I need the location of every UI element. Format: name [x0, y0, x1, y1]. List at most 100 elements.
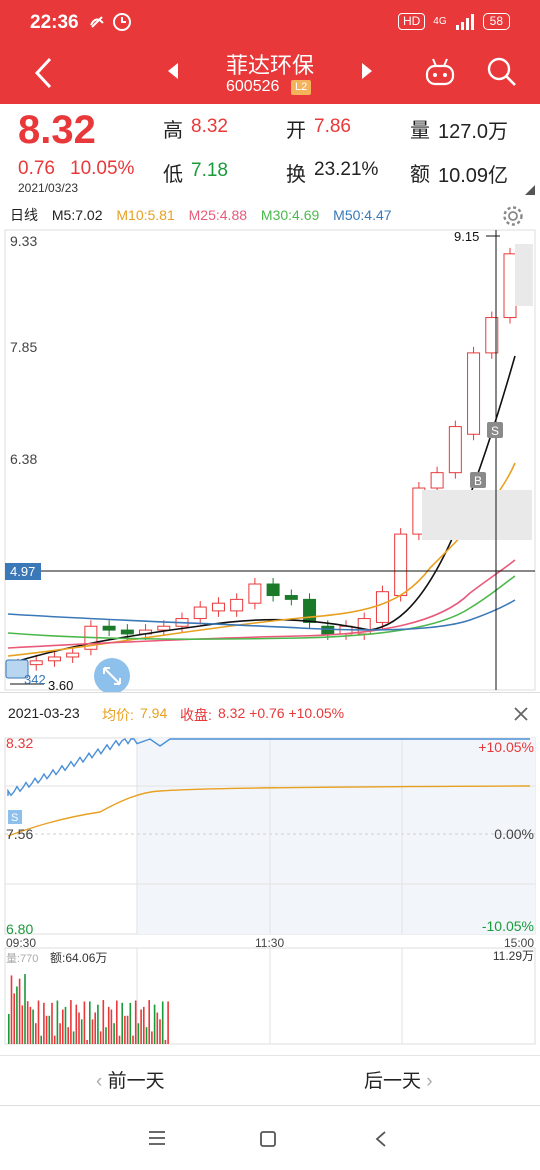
y-mid: 7.56 [6, 826, 33, 842]
volume-bar [26, 1001, 29, 1044]
mute-alarm-icon [90, 13, 131, 31]
ma30-line [7, 575, 516, 640]
buy-marker-text: B [474, 474, 482, 488]
volume-bar [43, 1002, 45, 1044]
volume-bar [161, 1001, 164, 1044]
status-time: 22:36 [30, 12, 79, 33]
change-value: 0.76 [18, 158, 55, 179]
back-nav-icon[interactable] [374, 1130, 388, 1148]
menu-icon[interactable] [148, 1130, 166, 1146]
expand-corner-icon[interactable] [524, 184, 536, 196]
next-stock-icon[interactable] [360, 62, 374, 80]
back-icon[interactable] [32, 56, 54, 90]
volume-bar [102, 1000, 105, 1044]
vol-label: 量 [410, 120, 430, 142]
candle [157, 625, 171, 631]
sell-marker-text: S [491, 424, 499, 438]
volume-bar [8, 1014, 10, 1044]
day-nav: ‹ 前一天 后一天 › [0, 1055, 540, 1103]
volume-bar [121, 1002, 123, 1044]
volume-bar [37, 1000, 40, 1044]
signal-label: 4G [433, 16, 447, 27]
vol-amt: 额:64.06万 [50, 951, 107, 965]
intraday-header: 2021-03-23 均价: 7.94 收盘: 8.32 +0.76 +10.0… [0, 692, 540, 736]
vol-max: 11.29万 [493, 949, 534, 963]
period-label[interactable]: 日线 [10, 207, 38, 223]
intraday-chart[interactable]: 8.32 7.56 6.80 +10.05% 0.00% -10.05% S 0… [0, 736, 540, 1056]
candle [47, 656, 61, 662]
prev-day-button[interactable]: ‹ 前一天 [96, 1066, 165, 1093]
volume-bar [64, 1006, 67, 1044]
robot-icon[interactable] [424, 56, 456, 88]
vol-left: 量:770 [6, 952, 38, 965]
turn-label: 换 [286, 164, 306, 186]
settings-icon[interactable] [502, 205, 524, 227]
intraday-date: 2021-03-23 [8, 705, 80, 721]
kline-chart[interactable]: 4.97 9.33 7.85 6.38 9.15 3.60 S B 342 [0, 228, 540, 692]
close-icon[interactable] [512, 705, 530, 723]
volume-bar [118, 1035, 121, 1044]
candle [29, 660, 43, 666]
next-day-button[interactable]: 后一天 › [364, 1066, 433, 1093]
volume-bar [48, 1015, 51, 1044]
candle [503, 253, 517, 319]
volume-bar [62, 1009, 64, 1044]
price-line [7, 738, 530, 797]
pct-mid: 0.00% [494, 826, 534, 842]
ma5-label: M5:7.02 [51, 207, 103, 223]
volume-bar [67, 1027, 69, 1044]
search-icon[interactable] [486, 56, 518, 88]
volume-bar [110, 1009, 113, 1044]
volume-bar [159, 1019, 161, 1044]
volume-bar [16, 986, 18, 1044]
volume-bar [72, 1031, 75, 1044]
ytick-top: 9.33 [10, 233, 37, 249]
volume-bar [91, 1019, 94, 1044]
volume-bar [59, 1023, 61, 1044]
volume-bar [75, 1004, 78, 1044]
high-value: 8.32 [191, 116, 228, 137]
pct-bot: -10.05% [482, 918, 534, 934]
volume-bar [83, 1001, 86, 1044]
prev-day-label: 前一天 [107, 1071, 165, 1092]
ytick-3: 6.38 [10, 451, 37, 467]
high-label: 高 [163, 120, 183, 142]
candle [284, 595, 298, 600]
volume-bar [53, 1035, 56, 1044]
volume-bar [126, 1015, 129, 1044]
volume-bar [116, 1000, 118, 1044]
y-bot: 6.80 [6, 921, 33, 937]
candle [303, 598, 317, 623]
candle [394, 533, 408, 597]
candle [266, 583, 280, 597]
volume-bar [124, 1015, 126, 1044]
volume-bar [140, 1009, 142, 1044]
highlight-zone-top [515, 244, 533, 306]
ma-legend: 日线 M5:7.02 M10:5.81 M25:4.88 M30:4.69 M5… [10, 205, 392, 225]
close-value: 8.32 +0.76 +10.05% [218, 705, 345, 721]
volume-bar [35, 1023, 37, 1044]
highlight-zone [422, 490, 532, 540]
app-header: 菲达环保 600526 L2 [0, 46, 540, 104]
volume-bar [153, 1004, 156, 1044]
volume-bar [167, 1001, 169, 1044]
volume-bar [51, 1002, 53, 1044]
volume-bar [164, 1039, 167, 1044]
prev-stock-icon[interactable] [166, 62, 180, 80]
buy-marker [470, 472, 486, 488]
volume-bar [78, 1012, 80, 1044]
volume-bar [156, 1012, 159, 1044]
home-icon[interactable] [259, 1130, 277, 1148]
intraday-s-text: S [11, 812, 18, 824]
min-label: 3.60 [48, 678, 73, 692]
candle [467, 352, 481, 435]
volume-bar [137, 1023, 140, 1044]
system-nav [0, 1105, 540, 1170]
min-tag: 342 [24, 672, 46, 687]
amt-value: 10.09亿 [438, 165, 509, 187]
t-end: 15:00 [504, 936, 534, 950]
ma10-label: M10:5.81 [116, 207, 175, 223]
crosshair-price-text: 4.97 [10, 564, 35, 579]
low-value: 7.18 [191, 160, 228, 181]
volume-bar [80, 1019, 83, 1044]
